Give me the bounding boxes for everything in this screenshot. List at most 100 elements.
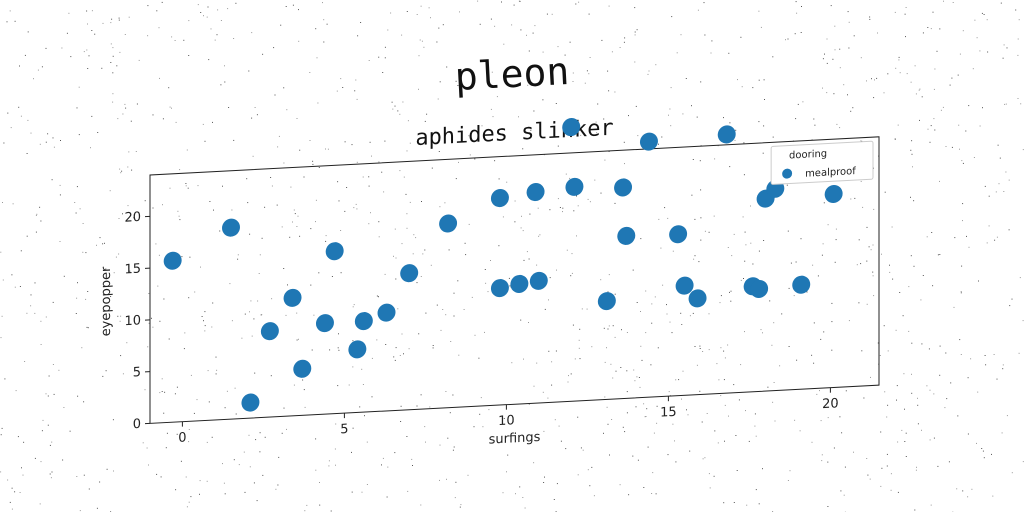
noise-speck [120,315,122,317]
noise-speck [814,124,816,126]
noise-speck [421,40,423,42]
noise-speck [519,0,521,2]
noise-speck [549,277,551,279]
noise-speck [111,18,113,20]
noise-speck [820,338,822,340]
noise-speck [42,419,44,421]
noise-speck [243,451,245,453]
noise-speck [939,254,941,255]
noise-speck [607,423,609,425]
noise-speck [795,118,797,120]
noise-speck [1020,103,1022,105]
noise-speck [503,418,505,419]
noise-speck [88,55,90,57]
noise-speck [511,24,513,26]
noise-speck [306,504,308,506]
noise-speck [1002,57,1004,59]
noise-speck [956,488,958,490]
noise-speck [484,269,486,270]
noise-speck [369,141,371,143]
noise-speck [634,380,636,382]
noise-speck [387,29,389,31]
noise-speck [425,312,427,314]
noise-speck [384,46,386,48]
noise-speck [520,227,522,229]
noise-speck [315,199,317,201]
noise-speck [1022,149,1024,151]
y-tick-label: 20 [124,210,141,226]
noise-speck [702,458,704,460]
noise-speck [439,81,441,83]
noise-speck [986,242,988,244]
noise-speck [227,8,229,10]
noise-speck [720,347,722,349]
noise-speck [204,140,206,142]
noise-speck [116,65,118,67]
noise-speck [922,275,924,276]
noise-speck [733,502,735,503]
y-tick-label: 10 [124,313,141,329]
noise-speck [86,10,88,12]
noise-speck [852,107,854,109]
noise-speck [86,326,88,328]
noise-speck [366,484,368,485]
noise-speck [586,308,588,310]
noise-speck [559,207,561,208]
noise-speck [228,107,230,108]
noise-speck [264,206,266,208]
noise-speck [34,282,36,284]
noise-speck [898,59,900,61]
noise-speck [252,155,254,157]
noise-speck [210,28,212,30]
noise-speck [45,47,47,49]
noise-speck [459,11,460,13]
noise-speck [428,7,430,9]
noise-speck [35,231,37,233]
noise-speck [368,185,370,187]
noise-speck [59,184,61,186]
noise-speck [862,206,864,208]
noise-speck [406,213,408,215]
noise-speck [337,347,339,349]
noise-speck [861,350,863,352]
noise-speck [395,278,397,280]
noise-speck [604,159,606,161]
noise-speck [689,315,691,317]
noise-speck [654,296,656,298]
noise-speck [626,412,628,414]
noise-speck [68,12,70,14]
noise-speck [796,12,798,14]
noise-speck [383,191,385,193]
noise-speck [1015,9,1017,11]
noise-speck [391,101,393,103]
noise-speck [521,215,522,217]
noise-speck [728,415,729,417]
noise-speck [122,213,123,215]
noise-speck [740,279,742,281]
noise-speck [119,51,121,53]
noise-speck [368,223,370,225]
noise-speck [993,354,995,355]
noise-speck [425,441,426,443]
noise-speck [47,395,49,397]
noise-speck [872,271,874,273]
noise-speck [944,407,946,409]
noise-speck [910,196,911,198]
noise-speck [112,55,114,57]
noise-speck [913,265,915,267]
noise-speck [249,233,251,235]
noise-speck [680,312,682,314]
noise-speck [826,38,828,40]
noise-speck [723,350,725,352]
noise-speck [430,17,431,19]
noise-speck [280,24,282,26]
noise-speck [658,218,660,220]
noise-speck [179,219,181,221]
noise-speck [474,334,476,336]
noise-speck [968,246,970,248]
scatter-point [750,279,769,299]
noise-speck [827,506,829,507]
noise-speck [569,177,571,179]
noise-speck [801,6,802,7]
noise-speck [401,333,403,335]
